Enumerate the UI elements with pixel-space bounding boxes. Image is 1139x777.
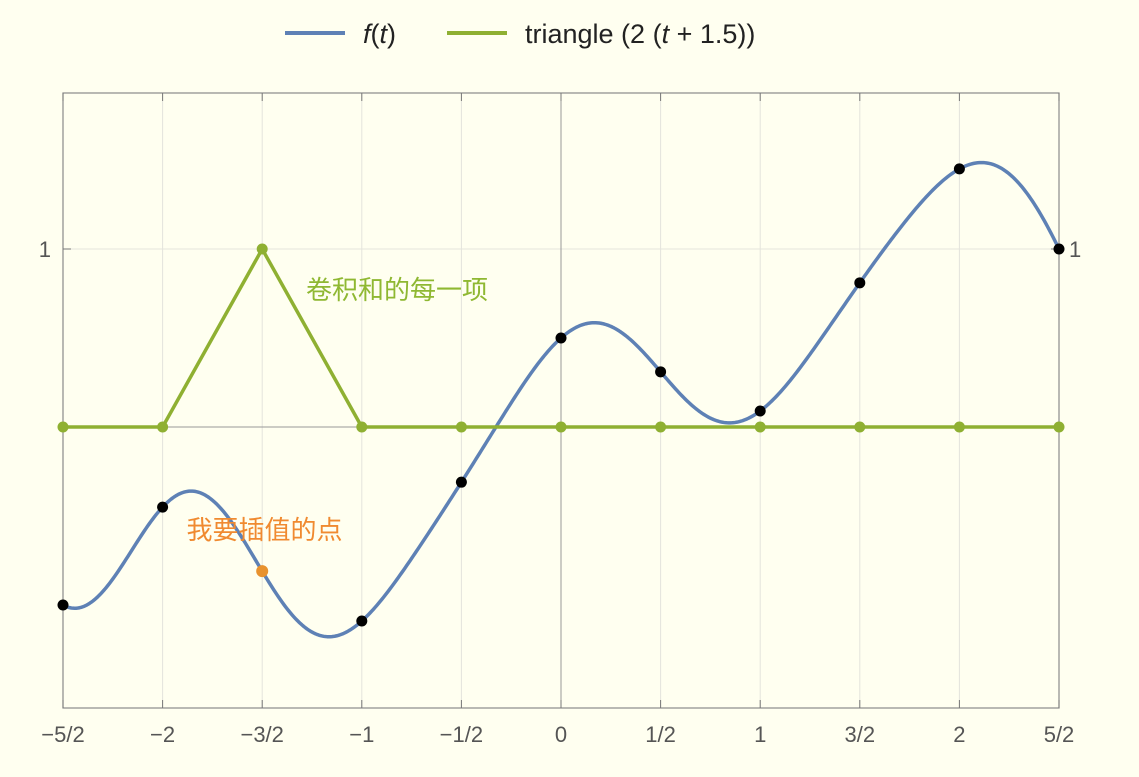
interpolation-point — [256, 565, 269, 578]
x-tick-label: 1 — [754, 722, 766, 747]
y-tick-label-left: 1 — [39, 237, 51, 262]
x-tick-label: 3/2 — [845, 722, 876, 747]
sample-point — [57, 599, 69, 611]
triangle-point — [555, 421, 567, 433]
triangle-point — [57, 421, 69, 433]
sample-point — [555, 332, 567, 344]
sample-point — [1053, 243, 1065, 255]
triangle-point — [256, 243, 268, 255]
y-tick-label-right: 1 — [1069, 237, 1081, 262]
triangle-point — [157, 421, 169, 433]
x-tick-label: −5/2 — [41, 722, 84, 747]
triangle-point — [953, 421, 965, 433]
x-tick-label: −2 — [150, 722, 175, 747]
x-tick-label: −1 — [349, 722, 374, 747]
legend-label-triangle: triangle (2 (t + 1.5)) — [525, 19, 755, 49]
sample-point — [455, 476, 467, 488]
x-tick-label: 2 — [953, 722, 965, 747]
x-tick-label: 0 — [555, 722, 567, 747]
triangle-point — [655, 421, 667, 433]
sample-point — [754, 405, 766, 417]
triangle-point — [1053, 421, 1065, 433]
annotation-interpolation-point: 我要插值的点 — [187, 516, 343, 546]
data-points — [57, 163, 1065, 627]
plot-frame — [62, 92, 1060, 709]
x-tick-label: −1/2 — [440, 722, 483, 747]
triangle-point — [754, 421, 766, 433]
triangle-point — [854, 421, 866, 433]
sample-point — [953, 163, 965, 175]
triangle-point — [356, 421, 368, 433]
triangle-point — [455, 421, 467, 433]
x-tick-label: 5/2 — [1044, 722, 1075, 747]
annotation-convolution-term: 卷积和的每一项 — [306, 276, 488, 306]
axis-ticks: −5/2 −2 −3/2 −1 −1/2 0 1/2 1 3/2 2 5/2 1 1 — [39, 93, 1081, 747]
sample-point — [854, 277, 866, 289]
sample-point — [157, 501, 169, 513]
x-tick-label: 1/2 — [645, 722, 676, 747]
sample-point — [655, 366, 667, 378]
legend-label-f-t: f(t) — [363, 19, 396, 49]
sample-point — [356, 615, 368, 627]
legend: f(t) triangle (2 (t + 1.5)) — [285, 19, 755, 49]
x-tick-label: −3/2 — [240, 722, 283, 747]
